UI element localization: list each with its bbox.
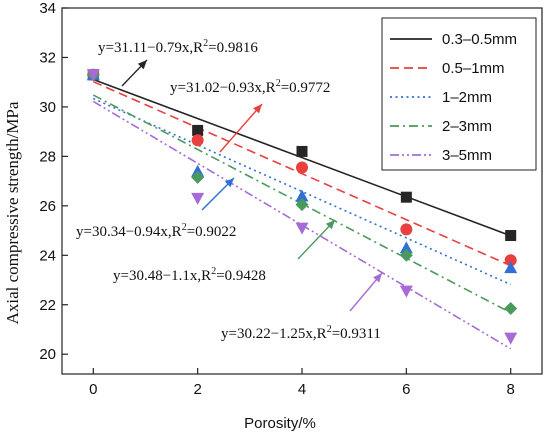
data-point: [399, 285, 413, 298]
data-point: [191, 134, 204, 147]
annotation-arrow-line: [219, 103, 263, 153]
data-point: [504, 261, 518, 274]
legend-item: 0.5–1mm: [390, 60, 505, 77]
data-point: [504, 254, 517, 267]
fit-annotation: y=31.11−0.79x,R2=0.9816: [98, 38, 258, 87]
marker-layer: [86, 68, 518, 345]
annotation-arrow-head: [137, 60, 147, 70]
data-point: [296, 145, 308, 157]
data-point: [504, 301, 518, 315]
legend-label: 2–3mm: [442, 118, 492, 135]
y-tick-label: 24: [39, 247, 56, 264]
legend-box: [381, 17, 537, 171]
data-point: [191, 192, 205, 205]
fit-line: [93, 78, 511, 237]
fit-equation: y=30.48−1.1x,R2=0.9428: [113, 266, 266, 284]
x-tick-label: 0: [89, 381, 97, 398]
y-tick-label: 34: [39, 0, 56, 17]
legend-label: 1–2mm: [442, 89, 492, 106]
annotation-arrow-head: [224, 178, 234, 188]
data-point: [399, 241, 413, 254]
x-tick-label: 6: [402, 381, 410, 398]
legend-label: 3–5mm: [442, 147, 492, 164]
fit-line: [92, 97, 512, 286]
fit-annotation: y=30.34−0.94x,R2=0.9022: [76, 177, 236, 240]
annotation-arrow-head: [373, 273, 382, 283]
data-point: [191, 164, 205, 177]
fit-equation: y=30.34−0.94x,R2=0.9022: [76, 222, 236, 240]
data-point: [192, 124, 204, 136]
data-point: [295, 222, 309, 235]
y-axis-label: Axial compressive strength/MPa: [3, 101, 22, 324]
y-tick-label: 20: [39, 346, 56, 363]
data-point: [295, 189, 309, 202]
legend-item: 3–5mm: [390, 147, 492, 164]
fit-annotation: y=31.02−0.93x,R2=0.9772: [170, 78, 330, 153]
annotation-arrow-head: [325, 220, 335, 230]
data-point: [295, 198, 309, 212]
data-point: [400, 223, 413, 236]
y-tick-label: 30: [39, 99, 56, 116]
y-tick-label: 28: [39, 148, 56, 165]
annotation-layer: y=31.11−0.79x,R2=0.9816 y=31.02−0.93x,R2=…: [76, 38, 383, 342]
legend-label: 0.5–1mm: [442, 60, 505, 77]
data-point: [400, 191, 412, 203]
fit-equation: y=31.11−0.79x,R2=0.9816: [98, 38, 258, 56]
legend: 0.3–0.5mm 0.5–1mm 1–2mm 2–3mm 3–5mm: [381, 17, 537, 171]
legend-label: 0.3–0.5mm: [442, 31, 517, 48]
y-tick-label: 22: [39, 297, 56, 314]
y-tick-label: 26: [39, 198, 56, 215]
legend-item: 2–3mm: [390, 118, 492, 135]
data-point: [504, 332, 518, 345]
y-tick-label: 32: [39, 49, 56, 66]
data-point: [296, 161, 308, 174]
data-point: [505, 230, 517, 242]
fit-equation: y=31.02−0.93x,R2=0.9772: [170, 78, 330, 96]
fit-annotation: y=30.48−1.1x,R2=0.9428: [113, 219, 336, 284]
fit-line: [92, 80, 512, 267]
x-tick-label: 2: [193, 381, 201, 398]
legend-item: 1–2mm: [390, 89, 492, 106]
annotation-arrow-head: [253, 104, 262, 114]
fit-annotation: y=30.22−1.25x,R2=0.9311: [221, 272, 383, 342]
x-axis-label: Porosity/%: [244, 415, 316, 432]
x-tick-label: 4: [298, 381, 306, 398]
data-point: [191, 170, 205, 184]
data-point: [399, 248, 413, 262]
fit-equation: y=30.22−1.25x,R2=0.9311: [221, 324, 381, 342]
data-point: [86, 69, 100, 82]
legend-item: 0.3–0.5mm: [390, 31, 517, 48]
x-tick-label: 8: [507, 381, 515, 398]
